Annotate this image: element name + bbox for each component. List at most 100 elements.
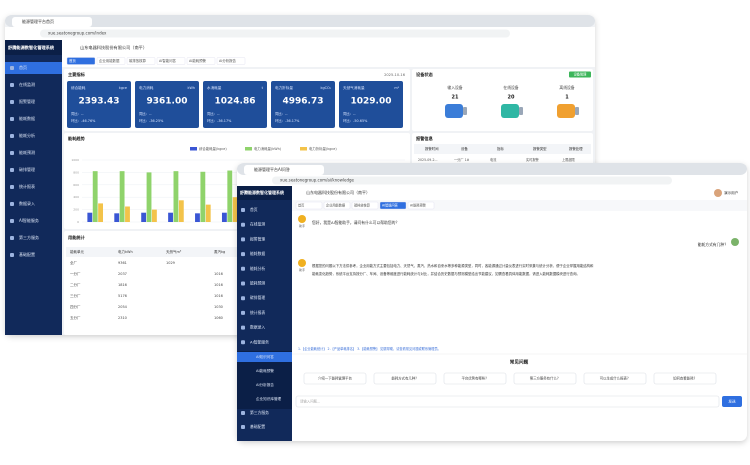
faq-button-label[interactable]: 如何查看能耗？	[673, 376, 697, 381]
device-icon	[557, 104, 575, 118]
kpi-mom: 环比：-50.65%	[343, 118, 368, 123]
menu-item[interactable]: 能耗数据	[250, 251, 265, 256]
device-icon-end	[463, 107, 467, 115]
kpi-value: 2393.43	[79, 97, 120, 107]
page-tab-label[interactable]: AI能耗预警	[410, 203, 427, 208]
submenu-item[interactable]: AI知识问答	[256, 354, 274, 359]
menu-icon	[10, 117, 14, 121]
menu-item[interactable]: 数据录入	[19, 200, 35, 206]
menu-item[interactable]: 统计报表	[250, 310, 265, 315]
tab	[244, 165, 324, 175]
faq-button-label[interactable]: 第三方服务有什么？	[530, 376, 561, 381]
kpi-unit: m³	[394, 86, 399, 90]
url: xue.seatonegroup.com/ai/knowledge	[280, 178, 355, 183]
menu-item[interactable]: 首页	[19, 64, 27, 70]
company: 山东电器科技股份有限公司（南平）	[306, 189, 370, 195]
device-button-label[interactable]: 设备管理	[574, 72, 588, 77]
faq-button-label[interactable]: 介绍一下能耗管理平台	[318, 376, 353, 381]
faq-button-label[interactable]: 平台优势有哪些？	[461, 376, 488, 381]
input-box	[295, 395, 720, 408]
menu-item[interactable]: 能耗分析	[250, 266, 265, 271]
user-avatar	[731, 238, 739, 246]
menu-item[interactable]: 在线监测	[250, 222, 265, 227]
kpi-value: 1029.00	[351, 97, 392, 107]
table-cell: 1816	[118, 283, 127, 287]
menu-icon	[10, 202, 14, 206]
menu-item[interactable]: 第三方服务	[250, 410, 269, 415]
url-field	[40, 29, 510, 38]
page-tab-label[interactable]: 企业用能数据	[326, 203, 346, 208]
submenu-item[interactable]: 企业知识库管理	[256, 396, 282, 401]
menu-item[interactable]: 报警管理	[250, 236, 265, 241]
page-tab-label[interactable]: 碳排放核算	[129, 58, 147, 63]
table-header: 天然气m³	[166, 249, 182, 254]
page-tab-label[interactable]: AI分析报告	[219, 58, 236, 63]
menu-item[interactable]: AI智能服务	[19, 217, 39, 223]
page-tab	[323, 201, 351, 210]
bar	[173, 171, 179, 222]
avatar	[714, 189, 722, 197]
kpi-unit: kgCO₂	[320, 86, 331, 90]
menu-item[interactable]: 能耗分析	[19, 132, 35, 138]
menu-item[interactable]: 第三方服务	[19, 234, 39, 240]
menu-item[interactable]: 在线监测	[19, 81, 35, 87]
menu-icon	[241, 237, 245, 242]
page-tab-label[interactable]: AI智能问答	[382, 203, 399, 208]
tab-title: 能源管理平台首页	[22, 18, 54, 24]
menu-item[interactable]: 报警管理	[19, 98, 35, 104]
kpi-card	[203, 81, 267, 128]
device-icon-end	[519, 107, 523, 115]
menu-icon	[241, 208, 245, 212]
menu-item[interactable]: 首页	[250, 207, 258, 212]
faq-button-label[interactable]: 能耗方式有几种？	[391, 376, 418, 381]
company: 山东电器科技股份有限公司（南平）	[80, 44, 147, 51]
device-count: 20	[508, 95, 515, 101]
menu-icon	[10, 236, 14, 240]
menu-item[interactable]: 碳排管理	[250, 295, 265, 300]
menu-item[interactable]: 统计报表	[19, 183, 35, 189]
table-cell: 1030	[214, 305, 223, 309]
bar	[227, 170, 233, 222]
submenu-item[interactable]: AI能耗预警	[256, 368, 274, 373]
url: xue.seatonegroup.com/index	[48, 31, 107, 36]
faq-button-label[interactable]: 可以生成什么报表？	[600, 376, 631, 381]
page-tab-label[interactable]: 首页	[298, 203, 304, 208]
bar	[125, 206, 130, 222]
kpi-mom: 环比：-36.25%	[139, 118, 164, 123]
device-label: 在线设备	[503, 85, 518, 90]
menu-item[interactable]: 数据录入	[250, 325, 265, 330]
menu-item[interactable]: 基础配置	[19, 251, 35, 257]
page-tab-label[interactable]: 首页	[69, 58, 76, 63]
alarm-cell: 电流	[490, 157, 497, 162]
device-label: 离线设备	[559, 85, 574, 90]
legend-label: 电力消耗量(kWh)	[254, 146, 282, 151]
menu-item[interactable]: AI智能服务	[250, 339, 269, 344]
page-tab-label[interactable]: AI能耗预警	[189, 58, 206, 63]
app-title: 舒腾能源数智化管理系统	[8, 44, 55, 51]
bot-message: 您好，我是AI智能助手，请问有什么可以帮助您的？	[312, 220, 399, 225]
table-cell: 全厂	[70, 260, 77, 265]
bar	[205, 204, 211, 222]
bot-name: 助手	[299, 267, 305, 272]
page-tab-label[interactable]: 碳排放核算	[354, 203, 371, 208]
page-tab-label[interactable]: 企业用能数据	[99, 58, 120, 63]
table-cell: 9361	[118, 261, 127, 265]
menu-item[interactable]: 能耗预测	[250, 281, 265, 286]
table-cell: 2310	[118, 316, 127, 320]
browser-window	[237, 163, 747, 441]
kpi-unit: kgce	[119, 86, 127, 90]
kpi-yoy: 同比：--	[343, 111, 356, 116]
menu-item[interactable]: 能耗预测	[19, 149, 35, 155]
menu-item[interactable]: 能耗数据	[19, 115, 35, 121]
menu-icon	[10, 168, 14, 172]
bar	[98, 203, 103, 222]
menu-item[interactable]: 碳排管理	[19, 166, 35, 172]
kpi-yoy: 同比：--	[275, 111, 288, 116]
submenu-item[interactable]: AI分析报告	[256, 382, 274, 387]
page-tab-label[interactable]: AI智能问答	[159, 58, 176, 63]
bot-name: 助手	[299, 223, 305, 228]
send-button-label[interactable]: 发送	[728, 399, 736, 404]
quick-links: 1.【企业能耗统计】 2.【产品单耗排名】 3.【能耗预警】 如需帮助，请查看常…	[298, 346, 441, 351]
menu-item[interactable]: 基础配置	[250, 424, 265, 429]
menu-icon	[241, 411, 245, 415]
